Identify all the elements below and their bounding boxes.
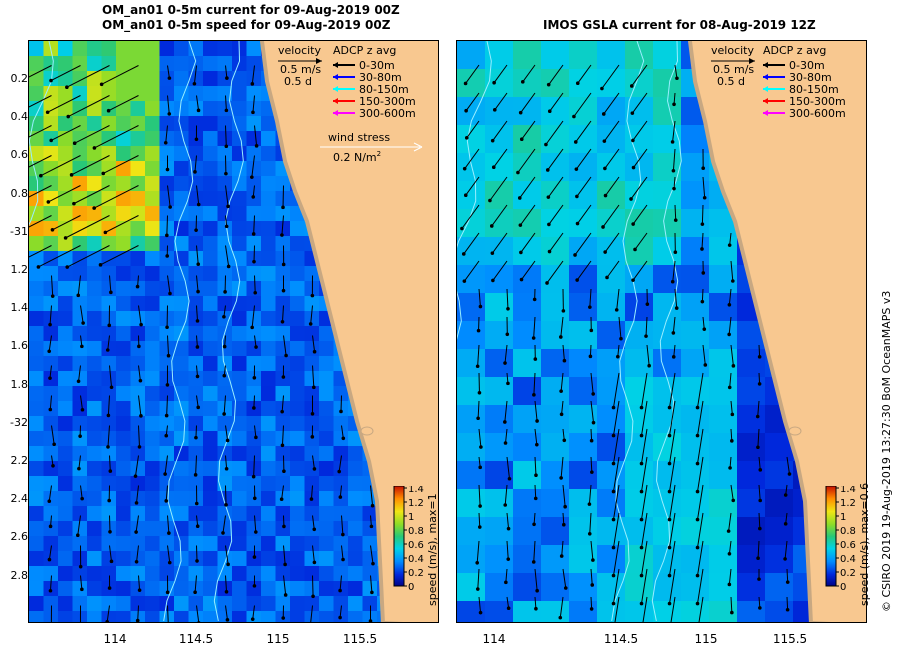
left-title-2: OM_an01 0-5m speed for 09-Aug-2019 00Z (102, 18, 391, 32)
legend-scale-label: 0.5 m/s (280, 63, 321, 76)
legend-item-label: 0-30m (789, 59, 825, 72)
y-tick-label: 1.8 (10, 377, 29, 391)
legend-adcp-title-right: ADCP z avg (763, 44, 826, 57)
y-tick-label: 1.4 (10, 301, 29, 315)
colorbar-right: 1.4 1.2 1 0.8 0.6 0.4 0.2 0 (825, 486, 856, 593)
isobath-line (611, 41, 645, 622)
colorbar-tick-label: 1.4 (840, 486, 856, 495)
legend-item-label: 150-300m (359, 95, 416, 108)
y-tick-label: 0.6 (10, 148, 29, 162)
y-tick-label: 2.6 (10, 530, 29, 544)
isobath-line (651, 41, 682, 622)
x-tick-label: 114 (482, 632, 506, 646)
y-tick-label: 0.4 (10, 110, 29, 124)
legend-item-label: 80-150m (359, 83, 409, 96)
y-tick-label: 0.2 (10, 72, 29, 85)
colorbar-tick-label: 0 (840, 582, 846, 593)
right-title: IMOS GSLA current for 08-Aug-2019 12Z (543, 18, 816, 32)
wind-stress-title: wind stress (328, 131, 390, 144)
colorbar-tick-label: 0 (408, 582, 414, 593)
colorbar-tick-label: 0.6 (840, 540, 856, 551)
isobath-line (213, 41, 244, 622)
y-tick-label: 2.4 (10, 492, 29, 506)
x-tick-label: 115 (694, 632, 718, 646)
x-tick-label: 114.5 (178, 632, 214, 646)
y-tick-label: 2.8 (10, 568, 29, 582)
x-tick-label: 115 (266, 632, 290, 646)
credit-text: © CSIRO 2019 19-Aug-2019 13:27:30 BoM Oc… (880, 290, 893, 612)
colorbar-tick-label: 0.8 (408, 526, 424, 537)
legend-item-label: 300-600m (359, 107, 416, 120)
legend-velocity-title: velocity (278, 44, 321, 57)
colorbar-label-left: speed (m/s), max=1 (426, 493, 439, 606)
legend-item-label: 80-150m (789, 83, 839, 96)
legend-item-label: 150-300m (789, 95, 846, 108)
legend-velocity-title-right: velocity (711, 44, 754, 57)
legend-right: velocity 0.5 m/s 0.5 d ADCP z avg 0-30m3… (711, 44, 846, 120)
legend-time-label: 0.5 d (284, 75, 312, 88)
colorbar-tick-label: 1.2 (408, 498, 424, 509)
legend-adcp-title: ADCP z avg (333, 44, 396, 57)
x-tick-label: 115.5 (342, 632, 378, 646)
left-map (29, 41, 438, 622)
legend-time-label-right: 0.5 d (717, 75, 745, 88)
x-tick-label: 114 (103, 632, 127, 646)
y-tick-label: -32 (10, 415, 28, 429)
legend-scale-label-right: 0.5 m/s (713, 63, 754, 76)
x-tick-label: 114.5 (603, 632, 639, 646)
colorbar-tick-label: 0.4 (408, 554, 424, 565)
y-tick-label: 0.8 (10, 186, 29, 200)
colorbar-tick-label: 1 (840, 512, 846, 523)
legend-item-label: 0-30m (359, 59, 395, 72)
colorbar-tick-label: 0.2 (408, 568, 424, 579)
colorbar-tick-label: 1 (408, 512, 414, 523)
x-tick-label: 115.5 (772, 632, 808, 646)
legend-item-label: 300-600m (789, 107, 846, 120)
left-title-1: OM_an01 0-5m current for 09-Aug-2019 00Z (102, 3, 400, 17)
y-tick-label: 2.2 (10, 454, 29, 467)
colorbar-tick-label: 0.4 (840, 554, 856, 565)
colorbar-tick-label: 1.4 (408, 486, 424, 495)
colorbar-tick-label: 1.2 (840, 498, 856, 509)
y-tick-label: -31 (10, 224, 28, 238)
isobath-line (29, 41, 54, 226)
y-tick-label: 1.6 (10, 339, 29, 353)
colorbar-tick-label: 0.6 (408, 540, 424, 551)
right-map-panel[interactable] (456, 40, 867, 623)
legend: velocity 0.5 m/s 0.5 d ADCP z avg 0-30m3… (278, 44, 423, 164)
isobath-line (163, 41, 197, 622)
right-map (457, 41, 866, 622)
colorbar-tick-label: 0.8 (840, 526, 856, 537)
y-tick-label: 1.2 (10, 263, 29, 276)
colorbar-label-right: speed (m/s), max=0.6 (858, 482, 871, 606)
wind-stress-label: 0.2 N/m2 (333, 150, 381, 164)
colorbar-tick-label: 0.2 (840, 568, 856, 579)
colorbar-left: 1.4 1.2 1 0.8 0.6 0.4 0.2 0 (393, 486, 424, 593)
left-map-panel[interactable] (28, 40, 439, 623)
legend-item-label: 30-80m (789, 71, 832, 84)
legend-item-label: 30-80m (359, 71, 402, 84)
